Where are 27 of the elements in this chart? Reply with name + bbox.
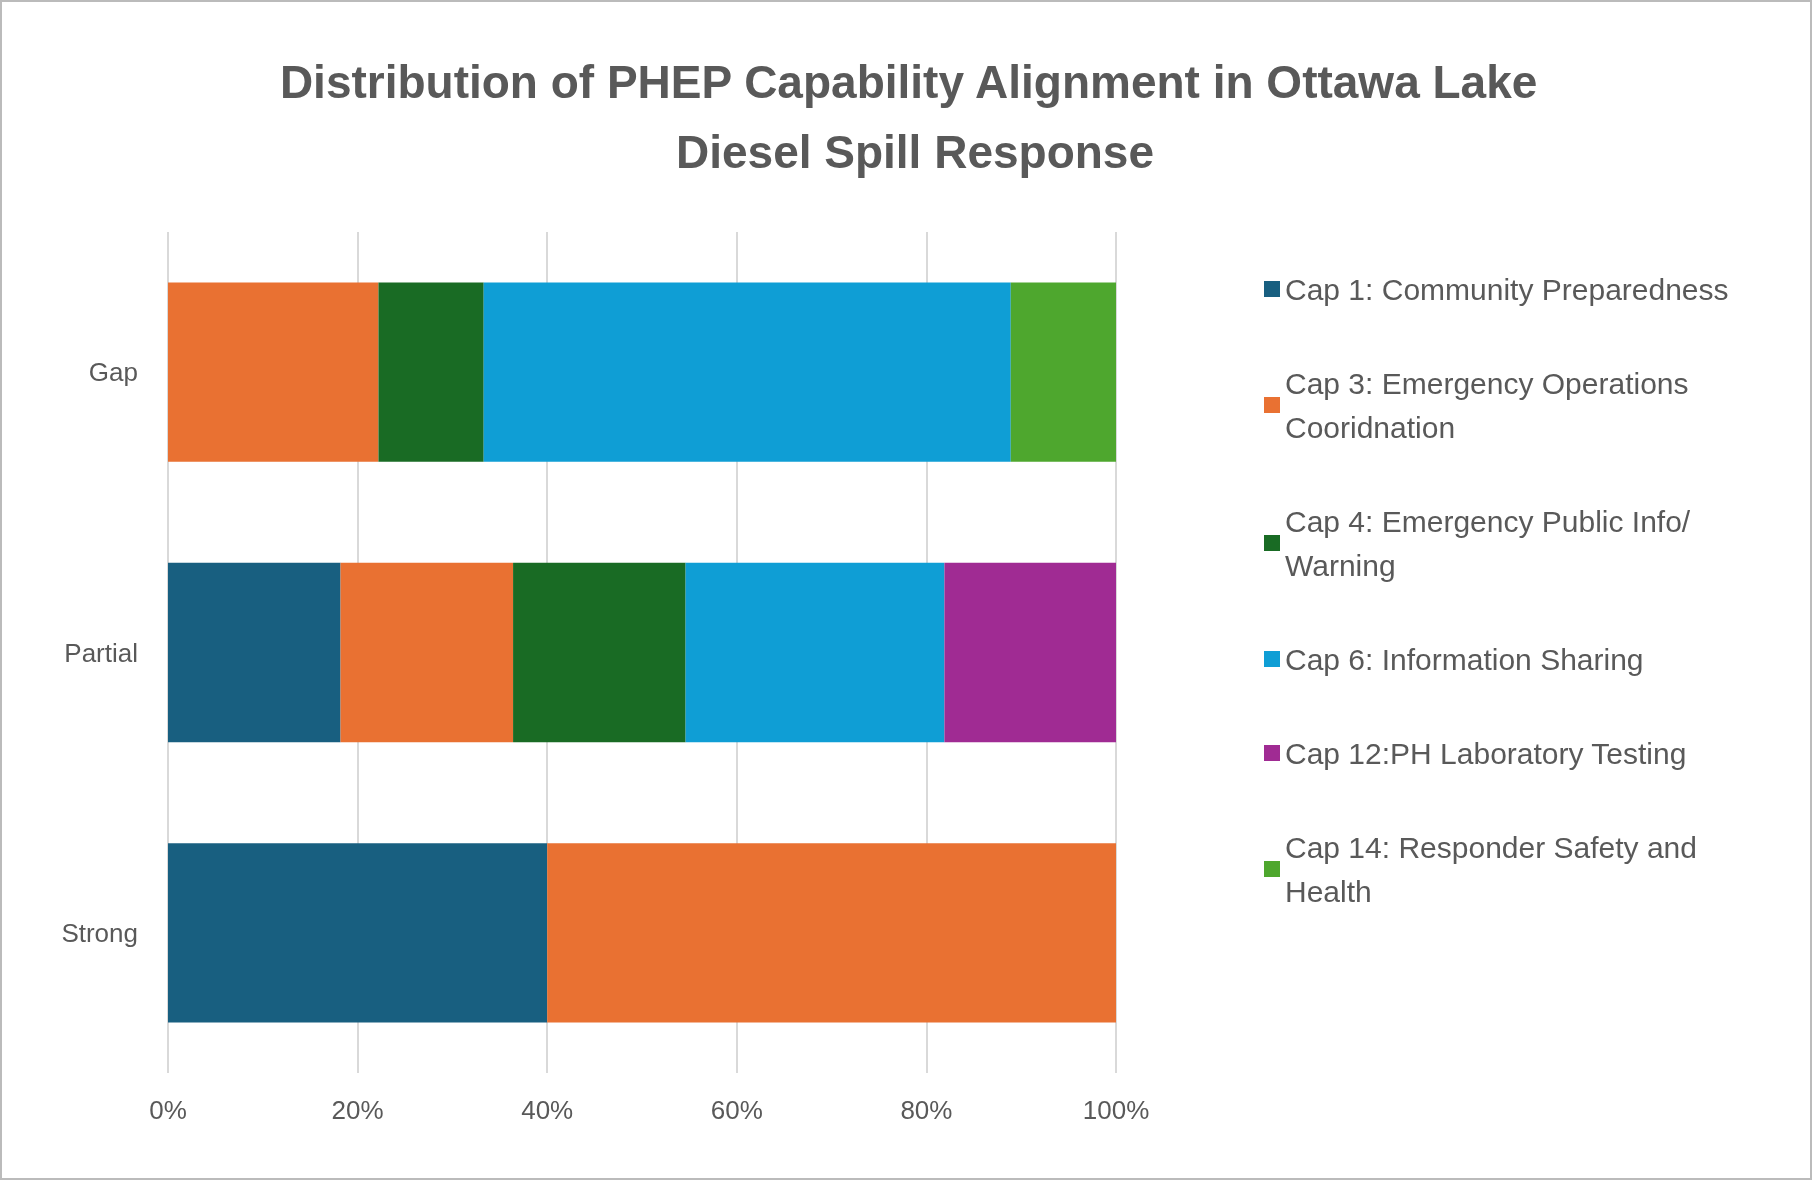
legend-label: Cap 4: Emergency Public Info/Warning [1285, 504, 1691, 582]
chart-title: Distribution of PHEP Capability Alignment in Ottawa Lake Diesel Spill Response [279, 56, 1551, 178]
legend-label: Cap 1: Community Preparedness [1285, 272, 1729, 306]
legend-label: Cap 14: Responder Safety and Health [1285, 830, 1706, 908]
legend-label: Cap 6: Information Sharing [1285, 642, 1644, 676]
x-tick-label: 0% [149, 1095, 187, 1125]
bar [340, 562, 514, 743]
x-tick-label: 20% [331, 1095, 384, 1125]
bar [944, 562, 1116, 743]
y-tick-label: Strong [61, 917, 138, 948]
x-tick-label: 60% [710, 1095, 763, 1125]
bar [378, 282, 484, 462]
x-tick-label: 80% [900, 1095, 953, 1125]
bar [168, 282, 379, 462]
x-tick-label: 40% [521, 1095, 574, 1125]
bar [483, 282, 1011, 462]
y-tick-label: Partial [64, 637, 138, 668]
y-tick-label: Gap [88, 357, 138, 388]
legend-label: Cap 12:PH Laboratory Testing [1285, 736, 1687, 770]
bar [168, 843, 548, 1023]
x-tick-label: 100% [1082, 1095, 1150, 1125]
bar [685, 562, 945, 743]
bar [513, 562, 686, 743]
bar [1010, 282, 1116, 462]
legend-label: Cap 3: Emergency Operations Cooridnation [1285, 366, 1697, 444]
bar [547, 843, 1116, 1023]
bar [168, 562, 341, 743]
